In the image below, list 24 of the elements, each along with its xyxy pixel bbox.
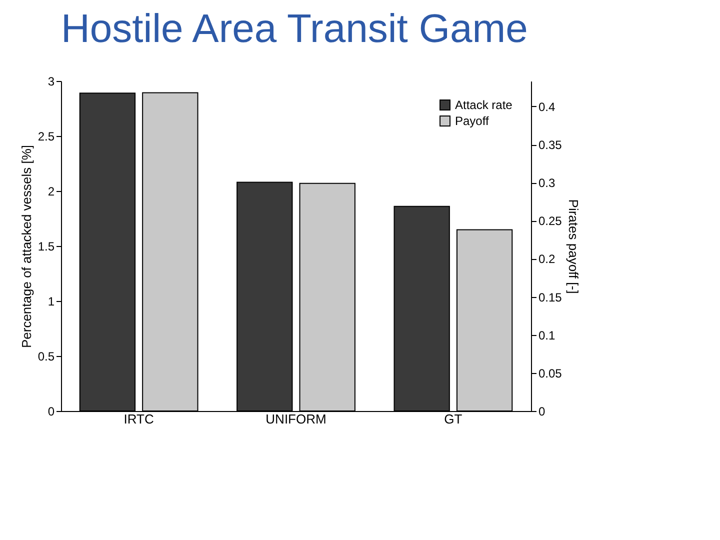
y2-tick-label: 0.2: [538, 252, 556, 266]
y-tick-label: 3: [48, 74, 55, 88]
y2-tick-label: 0.25: [538, 214, 562, 228]
legend-label: Payoff: [455, 114, 490, 128]
y2-tick-label: 0.1: [538, 328, 556, 342]
y2-tick-label: 0.4: [538, 100, 556, 114]
y2-axis-title: Pirates payoff [-]: [566, 199, 581, 294]
y2-tick-label: 0.05: [538, 366, 562, 380]
y2-tick-label: 0.3: [538, 176, 556, 190]
y2-tick-label: 0: [538, 404, 546, 418]
y-tick-label: 2.5: [38, 130, 55, 144]
x-tick-label: IRTC: [124, 412, 154, 426]
y2-tick-label: 0.35: [538, 138, 562, 152]
y-axis-title: Percentage of attacked vessels [%]: [18, 144, 34, 348]
legend-label: Attack rate: [455, 98, 513, 112]
y-tick-label: 1: [48, 294, 55, 308]
chart-title: Hostile Area Transit Game: [61, 7, 528, 51]
y-tick-label: 0: [48, 404, 55, 418]
x-tick-label: GT: [444, 412, 462, 426]
y-tick-label: 0.5: [38, 350, 55, 364]
y-tick-label: 1.5: [38, 240, 55, 254]
y-tick-label: 2: [48, 184, 55, 198]
y2-tick-label: 0.15: [538, 290, 562, 304]
x-tick-label: UNIFORM: [266, 412, 326, 426]
